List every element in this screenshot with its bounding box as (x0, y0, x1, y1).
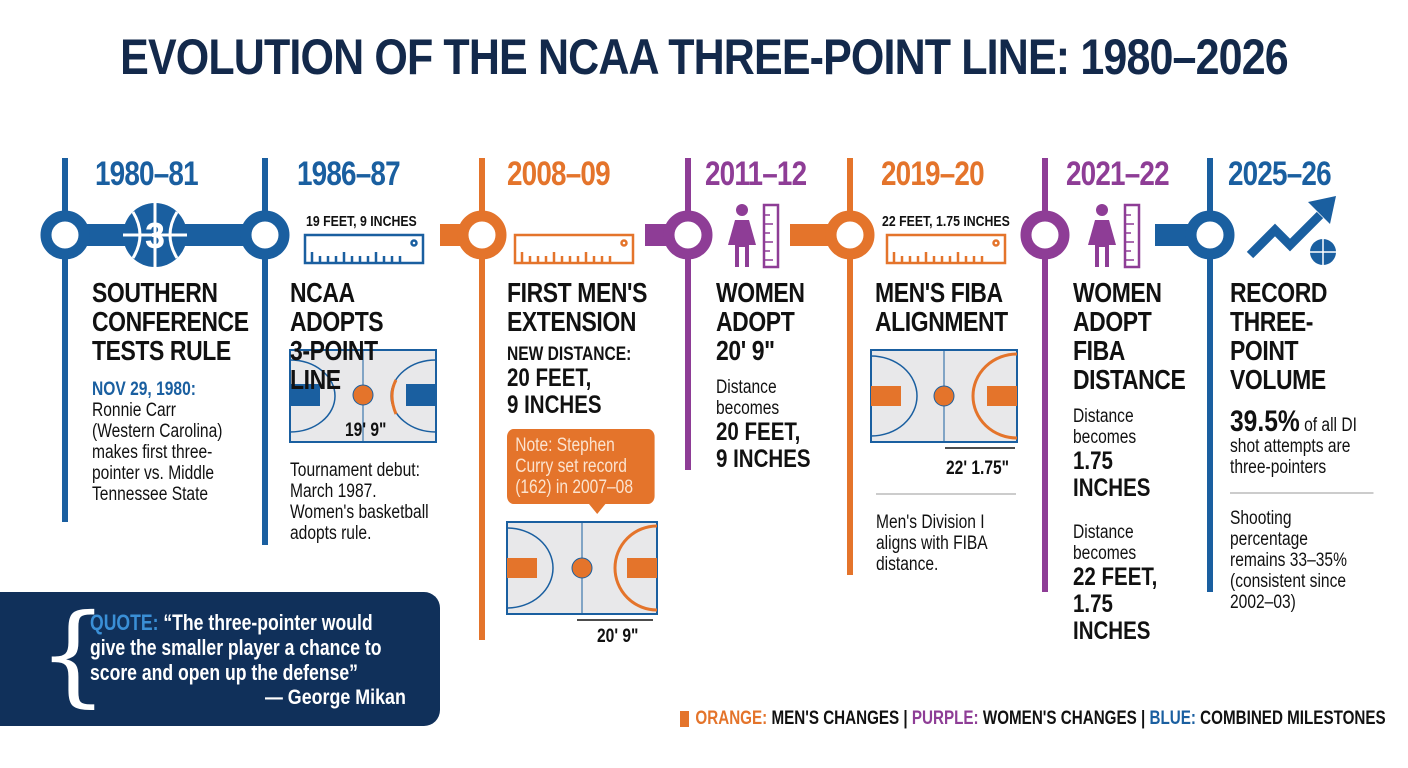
svg-text:3: 3 (145, 215, 165, 256)
timeline-nodes (40, 210, 1235, 260)
subheading: Distance becomes (716, 377, 780, 419)
year-label: 2008–09 (507, 155, 611, 193)
ruler-icon (885, 233, 1007, 265)
court-diagram (870, 349, 1018, 449)
heading: DISTANCE (1073, 364, 1186, 395)
quote-author: — George Mikan (265, 686, 406, 709)
subheading: NEW DISTANCE: (507, 344, 632, 365)
distance-value: 9 INCHES (716, 445, 811, 473)
node (40, 210, 90, 260)
heading: ADOPT (716, 306, 795, 337)
distance-value: 20 FEET, (716, 418, 801, 446)
heading: FIBA (1073, 335, 1125, 366)
year-label: 1986–87 (297, 155, 401, 193)
quote-label: QUOTE: (90, 610, 159, 635)
trend-arrow-basketball-icon (1246, 196, 1336, 265)
heading: CONFERENCE (92, 306, 249, 337)
legend: ORANGE: MEN'S CHANGES | PURPLE: WOMEN'S … (695, 708, 1386, 729)
year-label: 2021–22 (1066, 155, 1170, 193)
subheading: Distance becomes (1073, 406, 1137, 448)
milestone-2019: MEN'S FIBA ALIGNMENT (875, 278, 1014, 336)
heading: RECORD (1230, 277, 1328, 308)
node (457, 210, 507, 260)
distance-value: 1.75 INCHES (1073, 590, 1151, 645)
milestone-1986-body: Tournament debut: March 1987. Women's ba… (290, 460, 429, 544)
quote-box: { QUOTE: “The three-pointer would give t… (0, 592, 440, 726)
court-diagram (289, 349, 437, 443)
basketball-3-icon: 3 (123, 203, 187, 267)
court-diagram (506, 521, 658, 621)
court-label: 19' 9" (345, 420, 387, 441)
heading: FIRST MEN'S (507, 277, 647, 308)
heading: TESTS RULE (92, 335, 231, 366)
heading: WOMEN (1073, 277, 1162, 308)
distance-value: 22 FEET, (1073, 563, 1158, 591)
divider (876, 493, 1016, 495)
stat-text: of all DI shot attempts are three-pointe… (1230, 415, 1357, 478)
distance-value: 1.75 INCHES (1073, 447, 1151, 502)
court-label: 20' 9" (597, 626, 639, 647)
milestone-2008: FIRST MEN'S EXTENSION NEW DISTANCE: 20 F… (507, 277, 655, 514)
description: Ronnie Carr (Western Carolina) makes fir… (92, 400, 223, 505)
legend-key-blue: BLUE: (1149, 708, 1196, 729)
legend-swatch (680, 711, 689, 727)
legend-label: WOMEN'S CHANGES (982, 708, 1137, 729)
description: Tournament debut: March 1987. Women's ba… (290, 460, 429, 544)
node (1185, 210, 1235, 260)
quote-text: “The three-pointer would give the smalle… (90, 610, 382, 685)
stat-value: 39.5% (1230, 405, 1300, 438)
legend-key-orange: ORANGE: (695, 708, 768, 729)
page-title: EVOLUTION OF THE NCAA THREE-POINT LINE: … (120, 29, 1289, 85)
heading: MEN'S FIBA (875, 277, 1003, 308)
milestone-2011: WOMEN ADOPT 20' 9" Distance becomes 20 F… (716, 278, 839, 473)
brace-icon: { (38, 590, 108, 718)
heading: 3-POINT LINE (290, 335, 378, 395)
ruler-icon (303, 233, 425, 265)
node (825, 210, 875, 260)
heading: VOLUME (1230, 364, 1326, 395)
milestone-1980: SOUTHERN CONFERENCE TESTS RULE NOV 29, 1… (92, 277, 249, 505)
description: Men's Division I aligns with FIBA distan… (876, 512, 987, 575)
description: Shooting percentage remains 33–35% (cons… (1230, 508, 1347, 613)
year-label: 2011–12 (705, 155, 807, 193)
date: NOV 29, 1980: (92, 379, 196, 400)
year-label: 2019–20 (881, 155, 985, 193)
legend-label: COMBINED MILESTONES (1200, 708, 1386, 729)
year-label: 1980–81 (95, 155, 199, 193)
heading: EXTENSION (507, 306, 636, 337)
ruler-icon (513, 233, 635, 265)
legend-label: MEN'S CHANGES (771, 708, 900, 729)
court-label: 22' 1.75" (946, 458, 1010, 479)
node (240, 210, 290, 260)
node (1020, 210, 1070, 260)
heading: ALIGNMENT (875, 306, 1008, 337)
node (663, 210, 713, 260)
ruler-label: 19 FEET, 9 INCHES (306, 213, 417, 230)
subheading: Distance becomes (1073, 522, 1137, 564)
milestone-2019-body: Men's Division I aligns with FIBA distan… (876, 512, 1015, 575)
milestone-1986: NCAA ADOPTS 3-POINT LINE (290, 278, 429, 394)
heading: 20' 9" (716, 335, 775, 366)
heading: NCAA ADOPTS (290, 277, 384, 337)
divider (1230, 492, 1374, 494)
heading: ADOPT (1073, 306, 1152, 337)
milestone-2025: RECORD THREE-POINT VOLUME 39.5% of all D… (1230, 278, 1374, 613)
woman-ruler-icon (1088, 203, 1141, 269)
year-label: 2025–26 (1228, 155, 1332, 193)
heading: WOMEN (716, 277, 805, 308)
heading: THREE-POINT (1230, 306, 1314, 366)
note-callout: Note: Stephen Curry set record (162) in … (507, 429, 655, 514)
woman-ruler-icon (728, 203, 780, 269)
distance-value: 20 FEET, (507, 364, 592, 392)
ruler-label: 22 FEET, 1.75 INCHES (882, 213, 1010, 230)
distance-value: 9 INCHES (507, 391, 602, 419)
milestone-2021: WOMEN ADOPT FIBA DISTANCE Distance becom… (1073, 278, 1196, 645)
heading: SOUTHERN (92, 277, 218, 308)
legend-key-purple: PURPLE: (911, 708, 979, 729)
